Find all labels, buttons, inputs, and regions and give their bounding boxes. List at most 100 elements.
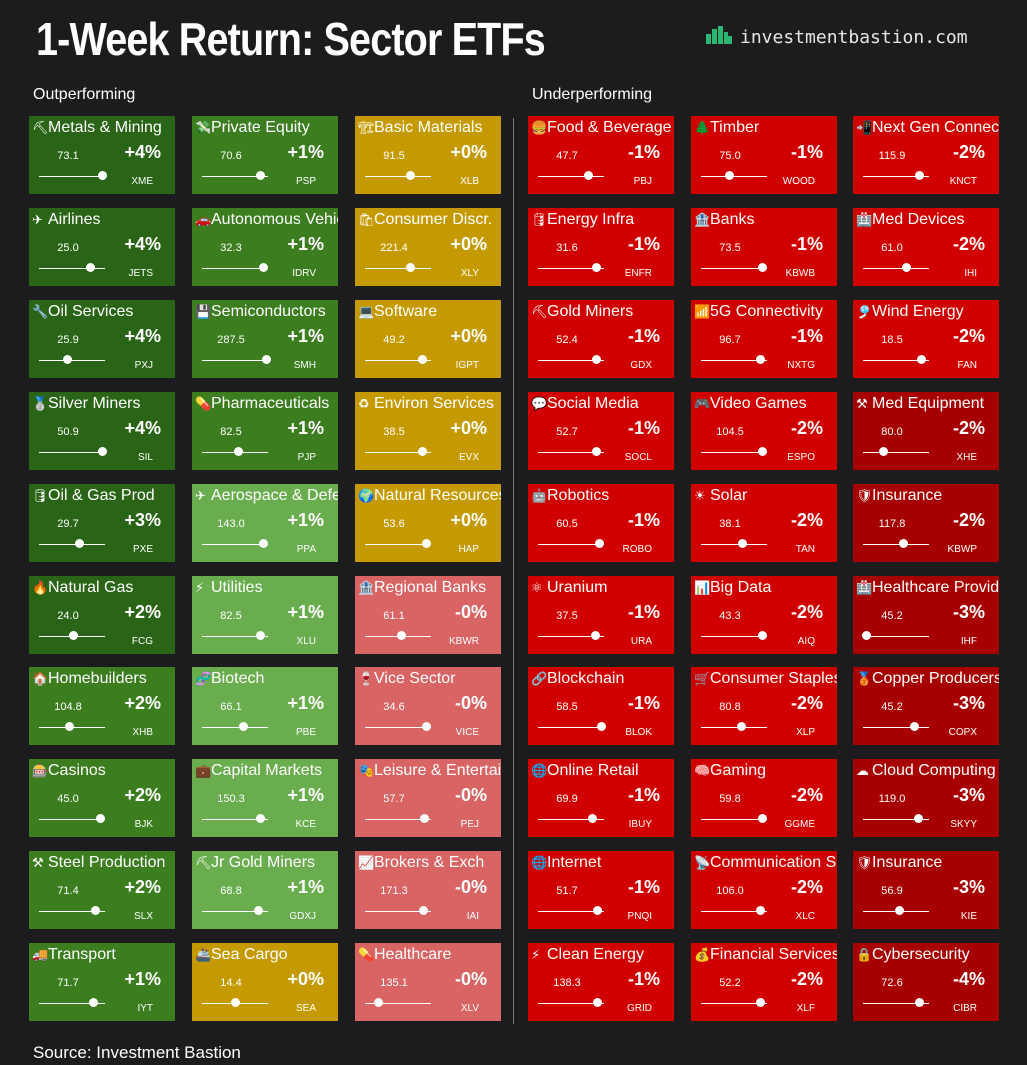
price-value: 66.1: [220, 701, 242, 713]
sector-tile-xlb[interactable]: 🏗Basic Materials 91.5 +0% XLB: [355, 116, 501, 194]
sector-tile-xlu[interactable]: ⚡ Utilities 82.5 +1% XLU: [192, 576, 338, 654]
sector-name: 🎐Wind Energy: [856, 303, 999, 321]
sector-tile-vice[interactable]: 🍷Vice Sector 34.6 -0% VICE: [355, 667, 501, 745]
sector-tile-robo[interactable]: 🤖Robotics 60.5 -1% ROBO: [528, 484, 674, 562]
sector-tile-slx[interactable]: ⚒ Steel Production 71.4 +2% SLX: [29, 851, 175, 929]
sector-tile-kie[interactable]: 🛡Insurance 56.9 -3% KIE: [853, 851, 999, 929]
sector-tile-xlv[interactable]: 💊Healthcare 135.1 -0% XLV: [355, 943, 501, 1021]
sector-name: 🏦Regional Banks: [358, 579, 501, 597]
sector-name: 📊Big Data: [694, 579, 837, 597]
ticker-symbol: SMH: [293, 360, 316, 371]
sector-tile-tan[interactable]: ☀ Solar 38.1 -2% TAN: [691, 484, 837, 562]
sector-name: 🤖Robotics: [531, 487, 674, 505]
return-value: -1%: [627, 969, 660, 989]
price-value: 91.5: [383, 150, 405, 162]
range-slider-track: [365, 360, 431, 361]
sector-label: Utilities: [211, 579, 263, 596]
ticker-symbol: KBWP: [947, 544, 977, 555]
sector-tile-xlc[interactable]: 📡Communication Services 106.0 -2% XLC: [691, 851, 837, 929]
sector-tile-jets[interactable]: ✈ Airlines 25.0 +4% JETS: [29, 208, 175, 286]
sector-tile-bjk[interactable]: 🎰Casinos 45.0 +2% BJK: [29, 759, 175, 837]
ticker-symbol: SEA: [295, 1003, 316, 1014]
sector-icon: ☀: [694, 488, 706, 503]
sector-tile-hap[interactable]: 🌍Natural Resources 53.6 +0% HAP: [355, 484, 501, 562]
brand-logo[interactable]: investmentbastion.com: [706, 26, 968, 49]
range-slider-marker: [95, 814, 105, 823]
sector-tile-xhb[interactable]: 🏠Homebuilders 104.8 +2% XHB: [29, 667, 175, 745]
sector-tile-kce[interactable]: 💼Capital Markets 150.3 +1% KCE: [192, 759, 338, 837]
range-slider-track: [863, 360, 929, 361]
price-value: 38.1: [719, 518, 741, 530]
sector-tile-pnqi[interactable]: 🌐Internet 51.7 -1% PNQI: [528, 851, 674, 929]
sector-tile-xlp[interactable]: 🛒Consumer Staples 80.8 -2% XLP: [691, 667, 837, 745]
sector-tile-ihi[interactable]: 🏥Med Devices 61.0 -2% IHI: [853, 208, 999, 286]
range-slider-track: [863, 268, 929, 269]
sector-tile-espo[interactable]: 🎮Video Games 104.5 -2% ESPO: [691, 392, 837, 470]
range-slider-track: [538, 819, 604, 820]
sector-tile-gdxj[interactable]: ⛏Jr Gold Miners 68.8 +1% GDXJ: [192, 851, 338, 929]
range-slider-marker: [593, 906, 603, 915]
sector-tile-blok[interactable]: 🔗Blockchain 58.5 -1% BLOK: [528, 667, 674, 745]
sector-tile-iyt[interactable]: 🚚Transport 71.7 +1% IYT: [29, 943, 175, 1021]
ticker-symbol: HAP: [458, 544, 479, 555]
sector-tile-sil[interactable]: 🥈Silver Miners 50.9 +4% SIL: [29, 392, 175, 470]
sector-tile-nxtg[interactable]: 📶5G Connectivity 96.7 -1% NXTG: [691, 300, 837, 378]
sector-tile-smh[interactable]: 💾Semiconductors 287.5 +1% SMH: [192, 300, 338, 378]
sector-tile-psp[interactable]: 💸Private Equity 70.6 +1% PSP: [192, 116, 338, 194]
return-value: +0%: [450, 510, 487, 530]
sector-tile-fcg[interactable]: 🔥Natural Gas 24.0 +2% FCG: [29, 576, 175, 654]
sector-label: Timber: [710, 119, 760, 136]
return-value: -2%: [790, 693, 823, 713]
sector-tile-aiq[interactable]: 📊Big Data 43.3 -2% AIQ: [691, 576, 837, 654]
sector-name: 🎰Casinos: [32, 762, 175, 780]
ticker-symbol: IHI: [964, 268, 977, 279]
range-slider-marker: [89, 998, 99, 1007]
sector-tile-pbe[interactable]: 🧬Biotech 66.1 +1% PBE: [192, 667, 338, 745]
sector-tile-knct[interactable]: 📲Next Gen Connectivity 115.9 -2% KNCT: [853, 116, 999, 194]
range-slider-track: [701, 636, 767, 637]
sector-tile-idrv[interactable]: 🚗Autonomous Vehicles 32.3 +1% IDRV: [192, 208, 338, 286]
sector-tile-socl[interactable]: 💬Social Media 52.7 -1% SOCL: [528, 392, 674, 470]
sector-tile-xhe[interactable]: ⚒ Med Equipment 80.0 -2% XHE: [853, 392, 999, 470]
sector-tile-pjp[interactable]: 💊Pharmaceuticals 82.5 +1% PJP: [192, 392, 338, 470]
sector-tile-igpt[interactable]: 💻Software 49.2 +0% IGPT: [355, 300, 501, 378]
sector-icon: 🛢: [531, 212, 548, 227]
sector-tile-ppa[interactable]: ✈ Aerospace & Defense 143.0 +1% PPA: [192, 484, 338, 562]
sector-tile-enfr[interactable]: 🛢Energy Infra 31.6 -1% ENFR: [528, 208, 674, 286]
sector-tile-xlf[interactable]: 💰Financial Services 52.2 -2% XLF: [691, 943, 837, 1021]
return-value: -1%: [627, 693, 660, 713]
sector-tile-kbwr[interactable]: 🏦Regional Banks 61.1 -0% KBWR: [355, 576, 501, 654]
sector-tile-skyy[interactable]: ☁ Cloud Computing 119.0 -3% SKYY: [853, 759, 999, 837]
sector-tile-grid[interactable]: ⚡ Clean Energy 138.3 -1% GRID: [528, 943, 674, 1021]
range-slider-track: [538, 1003, 604, 1004]
sector-tile-ibuy[interactable]: 🌐Online Retail 69.9 -1% IBUY: [528, 759, 674, 837]
sector-tile-pxe[interactable]: 🛢Oil & Gas Prod 29.7 +3% PXE: [29, 484, 175, 562]
sector-label: Regional Banks: [374, 579, 487, 596]
sector-name: ☀ Solar: [694, 487, 837, 505]
return-value: -3%: [952, 785, 985, 805]
sector-icon: 🎰: [32, 763, 49, 778]
sector-tile-copx[interactable]: 🥉Copper Producers 45.2 -3% COPX: [853, 667, 999, 745]
sector-tile-gdx[interactable]: ⛏Gold Miners 52.4 -1% GDX: [528, 300, 674, 378]
return-value: -2%: [790, 877, 823, 897]
sector-tile-evx[interactable]: ♻ Environ Services 38.5 +0% EVX: [355, 392, 501, 470]
sector-name: 🧠Gaming: [694, 762, 837, 780]
sector-tile-ihf[interactable]: 🏥Healthcare Providers 45.2 -3% IHF: [853, 576, 999, 654]
sector-tile-fan[interactable]: 🎐Wind Energy 18.5 -2% FAN: [853, 300, 999, 378]
sector-tile-ggme[interactable]: 🧠Gaming 59.8 -2% GGME: [691, 759, 837, 837]
sector-tile-sea[interactable]: 🚢Sea Cargo 14.4 +0% SEA: [192, 943, 338, 1021]
sector-tile-pbj[interactable]: 🍔Food & Beverage 47.7 -1% PBJ: [528, 116, 674, 194]
sector-tile-kbwp[interactable]: 🛡Insurance 117.8 -2% KBWP: [853, 484, 999, 562]
sector-tile-xme[interactable]: ⛏Metals & Mining 73.1 +4% XME: [29, 116, 175, 194]
sector-tile-kbwb[interactable]: 🏦Banks 73.5 -1% KBWB: [691, 208, 837, 286]
sector-tile-wood[interactable]: 🌲Timber 75.0 -1% WOOD: [691, 116, 837, 194]
sector-tile-ura[interactable]: ⚛ Uranium 37.5 -1% URA: [528, 576, 674, 654]
sector-tile-cibr[interactable]: 🔒Cybersecurity 72.6 -4% CIBR: [853, 943, 999, 1021]
sector-name: 💊Healthcare: [358, 946, 501, 964]
sector-tile-pxj[interactable]: 🔧Oil Services 25.9 +4% PXJ: [29, 300, 175, 378]
range-slider-track: [701, 544, 767, 545]
sector-name: ✈ Aerospace & Defense: [195, 487, 338, 505]
sector-tile-iai[interactable]: 📈Brokers & Exch 171.3 -0% IAI: [355, 851, 501, 929]
sector-tile-pej[interactable]: 🎭Leisure & Entertainment 57.7 -0% PEJ: [355, 759, 501, 837]
sector-tile-xly[interactable]: 🛍Consumer Discr. 221.4 +0% XLY: [355, 208, 501, 286]
